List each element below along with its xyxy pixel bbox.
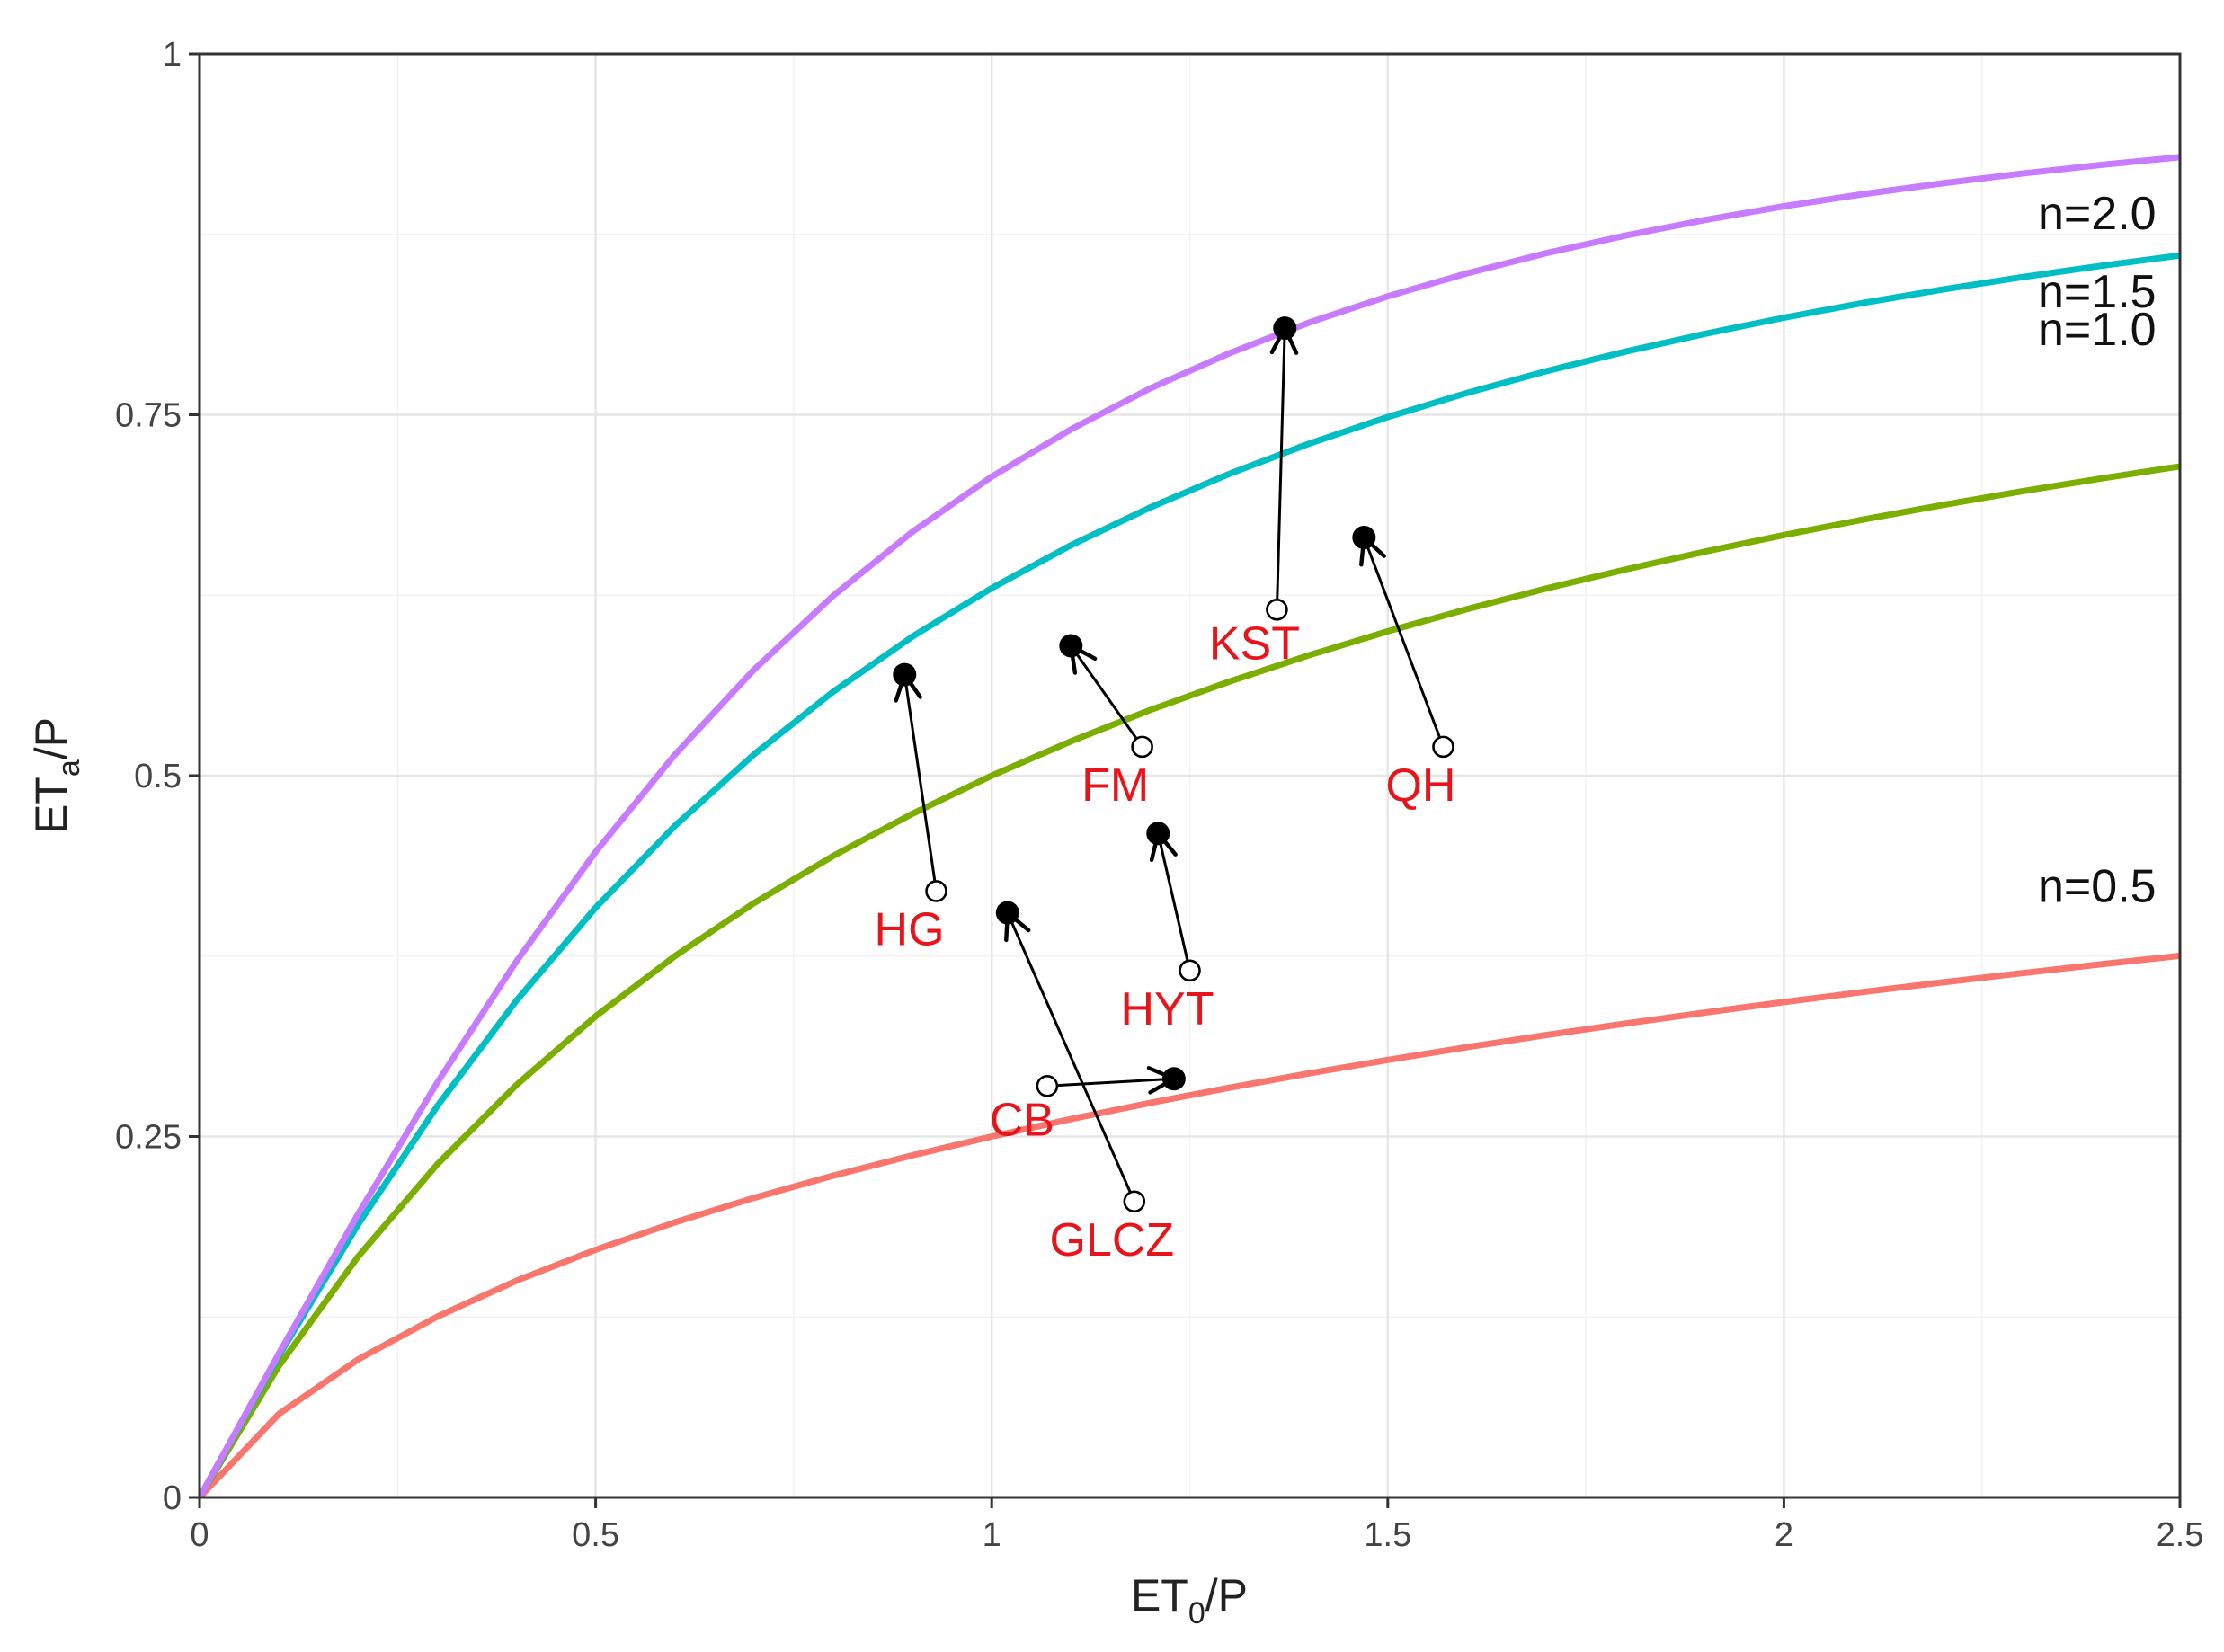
start-point: [925, 880, 947, 902]
curve-n=1.5: [200, 252, 2180, 1497]
shift-arrow: [1158, 833, 1191, 972]
curve-layer: [200, 154, 2180, 1497]
y-axis-title-main: ET: [26, 777, 76, 834]
shift-qh: QH: [1352, 526, 1455, 812]
y-axis-title-sub: a: [52, 759, 86, 777]
curve-label: n=2.0: [2038, 188, 2157, 240]
end-point: [1161, 1067, 1186, 1091]
end-point: [1059, 634, 1083, 658]
shift-arrow: [904, 675, 939, 892]
shift-kst: KST: [1209, 316, 1300, 670]
start-point: [1036, 1074, 1059, 1097]
y-axis: 0 0.25 0.5 0.75 1: [115, 36, 200, 1517]
x-tick-label: 1: [983, 1516, 1001, 1554]
curve-n=1.0: [200, 463, 2180, 1497]
shift-hyt: HYT: [1121, 822, 1214, 1035]
y-axis-title-rest: /P: [26, 717, 76, 759]
end-point: [1273, 316, 1297, 341]
site-label: CB: [990, 1094, 1054, 1146]
shift-layer: HG FM QH KST HYT GLCZ CB: [875, 316, 1455, 1266]
start-point: [1266, 599, 1288, 621]
y-tick-label: 0.5: [134, 758, 182, 795]
end-point: [893, 662, 917, 687]
end-point: [995, 901, 1019, 925]
start-point: [1131, 735, 1153, 759]
y-tick-label: 0.25: [115, 1119, 182, 1157]
end-point: [1352, 526, 1376, 550]
x-tick-label: 0: [190, 1516, 209, 1554]
curve-label: n=0.5: [2038, 860, 2157, 912]
x-tick-label: 2: [1775, 1516, 1793, 1554]
x-axis-title: ET0/P: [1131, 1570, 1248, 1630]
shift-hg: HG: [875, 662, 947, 955]
curve-label-layer: n=0.5 n=1.0n=1.5 n=2.0: [2038, 188, 2157, 912]
end-point: [1146, 822, 1170, 846]
x-axis: 0 0.5 1 1.5 2 2.5: [190, 1497, 2203, 1554]
shift-arrow: [1364, 537, 1445, 748]
site-label: GLCZ: [1049, 1214, 1174, 1266]
shift-arrow: [1008, 913, 1136, 1203]
site-label: HYT: [1121, 983, 1214, 1035]
x-axis-title-rest: /P: [1205, 1570, 1248, 1621]
y-tick-label: 0: [163, 1479, 182, 1517]
curve-label: n=1.0: [2038, 304, 2157, 356]
curve-n=2.0: [200, 154, 2180, 1497]
shift-glcz: GLCZ: [995, 901, 1174, 1266]
shift-arrow: [1046, 1079, 1174, 1086]
x-axis-title-sub: 0: [1188, 1596, 1205, 1630]
curve-label: n=1.5: [2038, 266, 2157, 318]
y-tick-label: 0.75: [115, 397, 182, 435]
start-point: [1179, 959, 1201, 982]
shift-arrow: [1277, 328, 1285, 610]
site-label: KST: [1209, 617, 1300, 670]
shift-arrow: [1071, 645, 1143, 748]
site-label: HG: [875, 903, 945, 955]
x-axis-title-main: ET: [1131, 1570, 1188, 1621]
y-axis-title: ETa/P: [26, 717, 86, 834]
start-point: [1432, 735, 1454, 759]
start-point: [1123, 1190, 1146, 1213]
y-tick-label: 1: [163, 36, 182, 74]
x-tick-label: 0.5: [572, 1516, 619, 1554]
site-label: FM: [1081, 759, 1149, 812]
curve-n=0.5: [200, 952, 2180, 1497]
site-label: QH: [1385, 759, 1455, 812]
x-tick-label: 2.5: [2157, 1516, 2204, 1554]
shift-fm: FM: [1059, 634, 1153, 812]
shift-cb: CB: [990, 1067, 1186, 1146]
x-tick-label: 1.5: [1364, 1516, 1411, 1554]
